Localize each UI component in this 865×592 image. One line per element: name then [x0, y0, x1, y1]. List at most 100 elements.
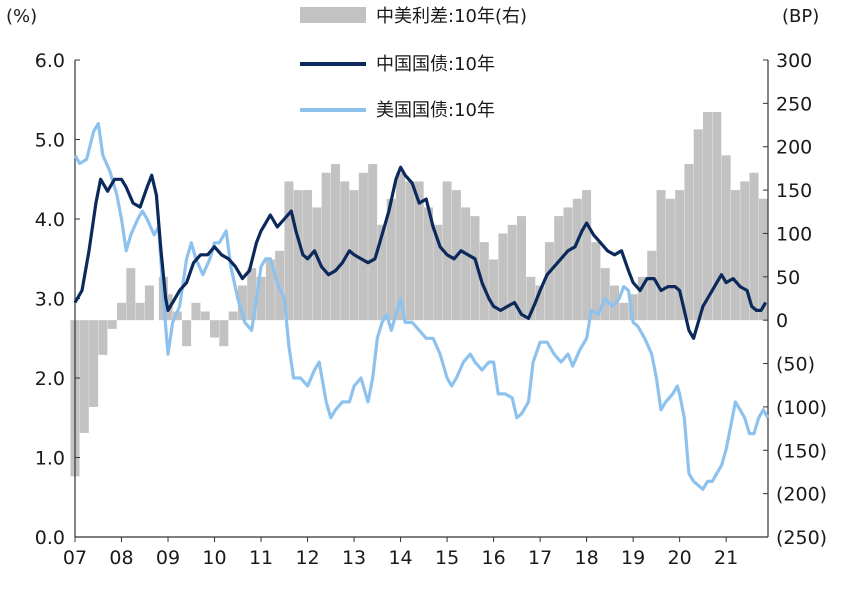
- spread-bar: [516, 216, 526, 321]
- spread-bar: [210, 320, 220, 338]
- x-tick-label: 20: [668, 547, 692, 569]
- spread-bar: [247, 268, 257, 321]
- right-tick-label: (100): [776, 397, 827, 419]
- spread-bar: [619, 302, 629, 321]
- legend-label-us: 美国国债:10年: [376, 100, 495, 121]
- right-tick-label: 100: [776, 223, 812, 245]
- china-10y-line: [73, 165, 768, 340]
- spread-area-layer: [70, 112, 768, 477]
- spread-bar: [656, 190, 666, 321]
- spread-bar: [312, 207, 322, 321]
- spread-bar: [303, 190, 313, 321]
- spread-bar: [126, 268, 136, 321]
- spread-series: [70, 112, 768, 477]
- spread-bar: [293, 190, 303, 321]
- spread-bar: [135, 302, 145, 321]
- spread-bar: [749, 172, 759, 321]
- spread-bar: [479, 242, 489, 321]
- right-tick-label: (50): [776, 354, 815, 376]
- spread-bar: [591, 242, 601, 321]
- spread-bar: [730, 190, 740, 321]
- spread-bar: [358, 172, 368, 321]
- spread-bar: [219, 320, 229, 347]
- spread-bar: [554, 216, 564, 321]
- spread-bar: [693, 129, 703, 321]
- spread-bar: [228, 311, 238, 321]
- right-tick-label: 0: [776, 310, 788, 332]
- legend: 中美利差:10年(右) 中国国债:10年 美国国债:10年: [300, 6, 527, 121]
- spread-bar: [433, 224, 443, 321]
- spread-bar: [600, 268, 610, 321]
- legend-swatch-spread: [300, 7, 366, 23]
- spread-bar: [526, 276, 536, 321]
- spread-bar: [470, 216, 480, 321]
- x-tick-label: 10: [202, 547, 226, 569]
- x-tick-label: 11: [249, 547, 273, 569]
- spread-bar: [572, 198, 582, 321]
- spread-bar: [507, 224, 517, 321]
- spread-bar: [144, 285, 154, 321]
- right-tick-label: (250): [776, 527, 827, 549]
- left-tick-label: 6.0: [35, 50, 65, 72]
- right-axis-unit: (BP): [782, 6, 819, 27]
- left-tick-label: 3.0: [35, 289, 65, 311]
- x-tick-label: 13: [342, 547, 366, 569]
- spread-bar: [405, 181, 415, 321]
- spread-bar: [628, 294, 638, 321]
- right-tick-label: (200): [776, 484, 827, 506]
- x-tick-label: 15: [435, 547, 459, 569]
- left-tick-label: 2.0: [35, 368, 65, 390]
- left-tick-label: 5.0: [35, 130, 65, 152]
- right-tick-label: 250: [776, 93, 812, 115]
- x-tick-label: 12: [295, 547, 319, 569]
- spread-bar: [377, 224, 387, 321]
- spread-bar: [172, 311, 182, 321]
- spread-bar: [563, 207, 573, 321]
- x-tick-label: 07: [63, 547, 87, 569]
- x-tick-label: 16: [481, 547, 505, 569]
- spread-bar: [368, 164, 378, 321]
- spread-bar: [200, 311, 210, 321]
- spread-bar: [712, 112, 722, 321]
- spread-bar: [330, 164, 340, 321]
- spread-bar: [675, 190, 685, 321]
- spread-bar: [461, 207, 471, 321]
- spread-bar: [703, 112, 713, 321]
- spread-bar: [386, 198, 396, 321]
- spread-bar: [237, 285, 247, 321]
- spread-bar: [684, 164, 694, 321]
- spread-bar: [79, 320, 89, 433]
- spread-bar: [637, 276, 647, 321]
- spread-bar: [191, 302, 201, 321]
- right-tick-label: 50: [776, 267, 800, 289]
- spread-bar: [535, 285, 545, 321]
- spread-bar: [489, 259, 499, 321]
- spread-bar: [284, 181, 294, 321]
- spread-bar: [721, 155, 731, 321]
- legend-label-china: 中国国债:10年: [376, 54, 495, 75]
- spread-bar: [117, 302, 127, 321]
- left-tick-label: 0.0: [35, 527, 65, 549]
- right-tick-label: 300: [776, 50, 812, 72]
- spread-bar: [423, 207, 433, 321]
- spread-bar: [414, 181, 424, 321]
- spread-bar: [442, 181, 452, 321]
- lines-layer: [73, 122, 770, 491]
- x-tick-label: 17: [528, 547, 552, 569]
- spread-bar: [321, 172, 331, 321]
- spread-bar: [182, 320, 192, 347]
- x-tick-label: 14: [388, 547, 412, 569]
- spread-bar: [340, 181, 350, 321]
- spread-bar: [98, 320, 108, 355]
- right-tick-label: 200: [776, 137, 812, 159]
- axes-layer: 0.0 1.0 2.0 3.0 4.0 5.0 6.0 (250) (200) (150) (100…: [35, 50, 827, 569]
- left-tick-label: 4.0: [35, 209, 65, 231]
- spread-bar: [498, 233, 508, 321]
- x-tick-label: 08: [109, 547, 133, 569]
- x-tick-label: 19: [621, 547, 645, 569]
- spread-bar: [265, 259, 275, 321]
- spread-bar: [740, 181, 750, 321]
- x-tick-label: 18: [575, 547, 599, 569]
